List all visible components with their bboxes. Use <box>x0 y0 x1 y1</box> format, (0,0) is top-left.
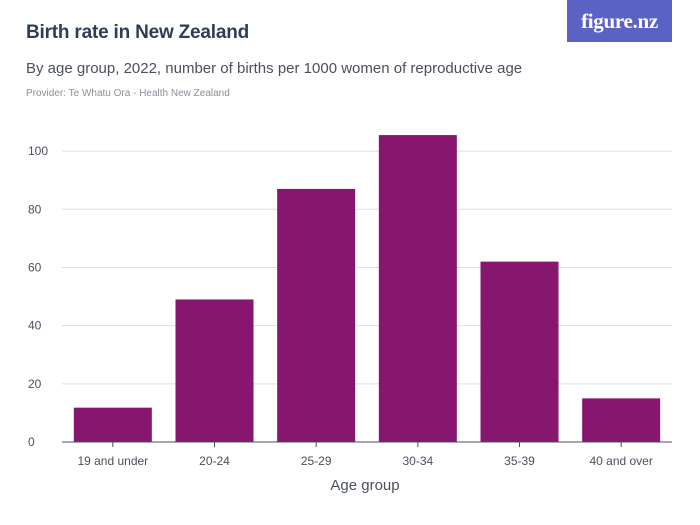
x-axis <box>62 441 672 447</box>
y-tick-label: 0 <box>28 435 35 449</box>
bar[interactable] <box>378 135 457 442</box>
x-tick-label: 40 and over <box>589 454 652 468</box>
x-axis-title: Age group <box>330 477 399 494</box>
gridlines <box>62 150 672 385</box>
y-axis-ticks: 0 20 40 60 80 100 <box>28 144 48 449</box>
x-tick-label: 35-39 <box>504 454 535 468</box>
x-tick-label: 30-34 <box>402 454 433 468</box>
chart-subtitle: By age group, 2022, number of births per… <box>26 60 523 77</box>
y-tick-label: 40 <box>28 319 42 333</box>
bars <box>73 135 661 442</box>
x-tick-label: 20-24 <box>199 454 230 468</box>
x-tick-label: 25-29 <box>301 454 332 468</box>
x-axis-labels: 19 and under 20-24 25-29 30-34 35-39 40 and o… <box>77 454 652 468</box>
chart-title: Birth rate in New Zealand <box>26 22 250 43</box>
data-provider: Provider: Te Whatu Ora - Health New Zeal… <box>26 88 230 99</box>
x-tick-label: 19 and under <box>77 454 148 468</box>
bar[interactable] <box>480 261 559 442</box>
bar[interactable] <box>73 407 152 442</box>
figure-nz-logo[interactable]: figure.nz <box>567 0 672 42</box>
y-tick-label: 20 <box>28 377 42 391</box>
bar[interactable] <box>582 398 661 442</box>
bar[interactable] <box>277 188 356 442</box>
y-tick-label: 60 <box>28 260 42 274</box>
y-tick-label: 80 <box>28 202 42 216</box>
y-tick-label: 100 <box>28 144 48 158</box>
bar[interactable] <box>175 299 254 442</box>
